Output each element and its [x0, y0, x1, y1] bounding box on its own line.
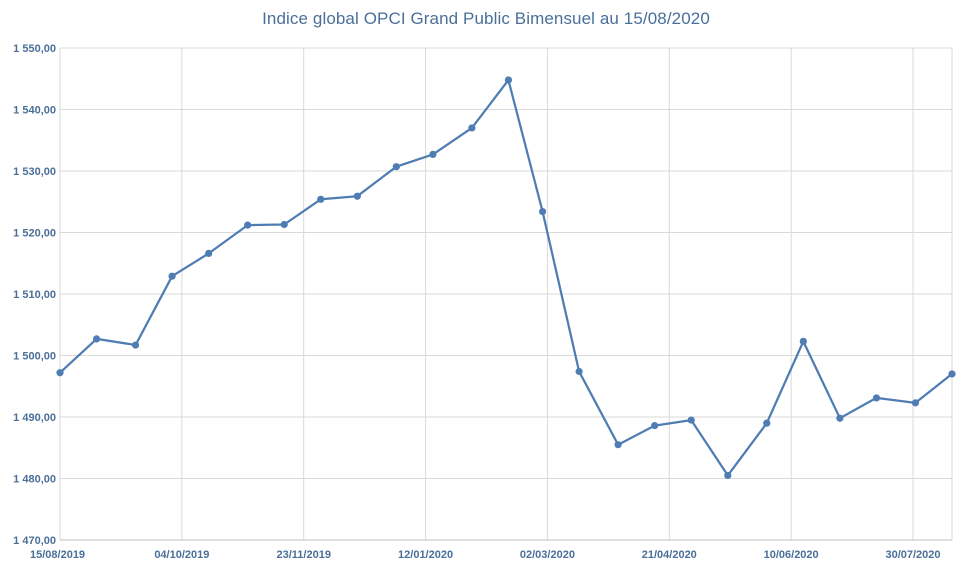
data-point [429, 150, 437, 158]
data-point [872, 394, 881, 402]
y-tick-label: 1 540,00 [13, 105, 56, 117]
y-tick-label: 1 530,00 [13, 166, 56, 178]
data-point [836, 414, 844, 422]
data-point [614, 441, 622, 449]
grid-lines [59, 47, 953, 540]
data-point [205, 249, 213, 258]
y-tick-label: 1 470,00 [13, 535, 56, 547]
data-point [687, 416, 695, 424]
x-tick-label: 23/11/2019 [276, 549, 330, 561]
x-axis-ticks: 15/08/2019 04/10/2019 23/11/2019 12/01/2020… [30, 549, 941, 561]
data-point [56, 369, 64, 377]
y-tick-label: 1 520,00 [13, 228, 56, 240]
data-point [911, 399, 920, 407]
x-tick-label: 04/10/2019 [154, 549, 209, 561]
data-point [651, 422, 659, 430]
data-point [392, 163, 400, 171]
data-point [538, 207, 547, 216]
data-point [575, 367, 583, 376]
series-line-path [59, 78, 953, 477]
data-point [280, 220, 288, 229]
series-line [59, 78, 953, 477]
x-tick-label: 30/07/2020 [885, 549, 940, 561]
y-tick-label: 1 480,00 [13, 474, 56, 486]
y-tick-label: 1 550,00 [13, 43, 56, 55]
data-point [317, 195, 325, 203]
data-point [799, 337, 807, 345]
y-axis-ticks: 1 470,00 1 480,00 1 490,00 1 500,00 1 510,00… [13, 43, 56, 547]
x-tick-label: 21/04/2020 [642, 549, 697, 561]
data-point [92, 335, 101, 343]
data-point [763, 419, 771, 427]
y-tick-label: 1 510,00 [13, 289, 56, 301]
data-point [168, 272, 176, 280]
data-point [131, 341, 140, 349]
data-point [468, 124, 476, 132]
y-tick-label: 1 500,00 [13, 351, 56, 363]
data-point [353, 192, 361, 200]
x-tick-label: 02/03/2020 [520, 549, 575, 561]
x-tick-label: 15/08/2019 [30, 549, 85, 561]
data-point [724, 471, 732, 480]
data-point [504, 76, 513, 84]
x-tick-label: 10/06/2020 [764, 549, 819, 561]
data-point [948, 370, 956, 378]
chart-title: Indice global OPCI Grand Public Bimensue… [262, 9, 710, 28]
series-points [56, 76, 956, 480]
x-tick-label: 12/01/2020 [398, 549, 453, 561]
y-tick-label: 1 490,00 [13, 412, 56, 424]
data-point [244, 221, 252, 229]
